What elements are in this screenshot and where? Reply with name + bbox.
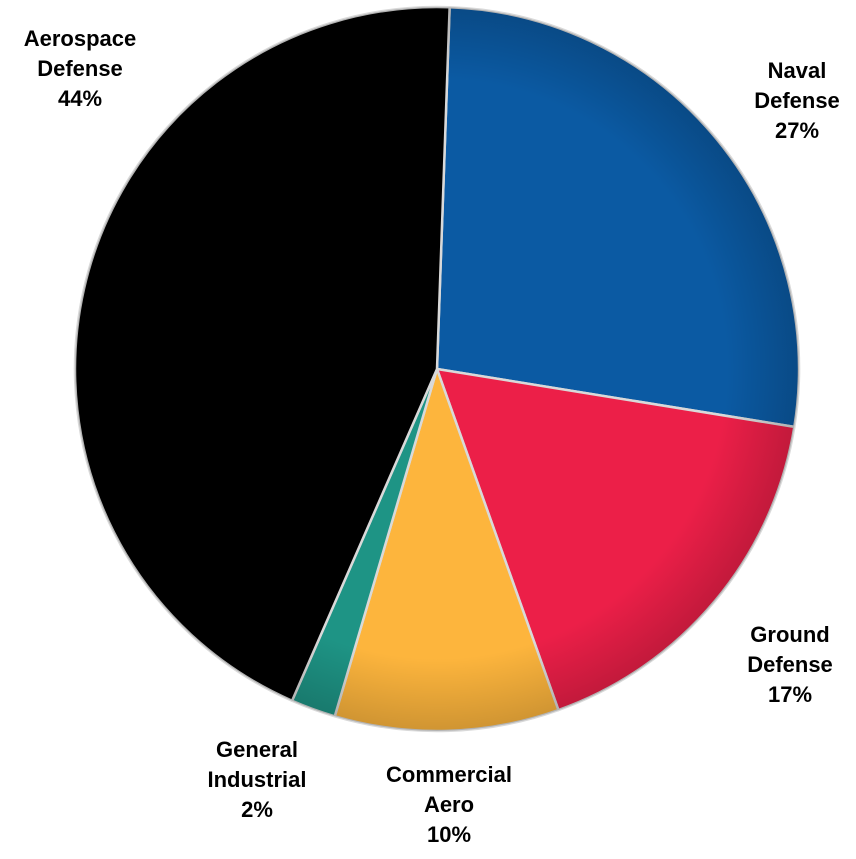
slice-name-line: Aerospace [24,26,137,51]
slice-value-label: 10% [427,822,471,847]
pie-slice-naval-defense [435,5,801,429]
slice-value-label: 27% [775,118,819,143]
slice-name-line: General [216,737,298,762]
slice-value-label: 2% [241,797,273,822]
pie-labels: Naval Defense 27% Ground Defense 17% Commercia… [24,26,840,847]
slice-label-aerospace-defense: Aerospace Defense 44% [24,26,137,111]
slice-name-line: Commercial [386,762,512,787]
slice-name-line: Defense [37,56,123,81]
pie-slices [73,5,801,733]
slice-name-line: Naval [768,58,827,83]
slice-name-line: Defense [747,652,833,677]
slice-name-line: Aero [424,792,474,817]
slice-name-line: Industrial [207,767,306,792]
slice-value-label: 17% [768,682,812,707]
slice-label-general-industrial: General Industrial 2% [207,737,306,822]
slice-label-ground-defense: Ground Defense 17% [747,622,833,707]
slice-name-line: Ground [750,622,829,647]
slice-label-naval-defense: Naval Defense 27% [754,58,840,143]
slice-name-line: Defense [754,88,840,113]
slice-label-commercial-aero: Commercial Aero 10% [386,762,512,847]
slice-value-label: 44% [58,86,102,111]
